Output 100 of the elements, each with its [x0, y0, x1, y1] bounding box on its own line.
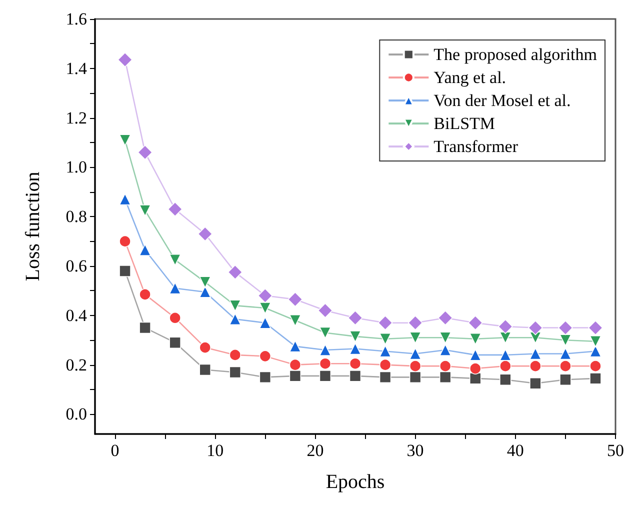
point	[349, 342, 362, 355]
point	[139, 322, 151, 334]
x-tick-label: 50	[607, 441, 624, 460]
point	[138, 144, 152, 160]
point	[119, 235, 131, 248]
point	[199, 276, 212, 288]
point	[228, 264, 243, 280]
point	[168, 202, 182, 217]
point	[139, 204, 151, 216]
point	[119, 265, 131, 277]
y-axis-title: Loss function	[22, 172, 44, 282]
legend-label: Yang et al.	[434, 68, 506, 87]
point	[119, 134, 131, 146]
point	[590, 360, 602, 372]
point	[169, 312, 181, 324]
point	[199, 286, 212, 298]
point	[469, 372, 482, 384]
point	[439, 344, 452, 356]
legend-label: The proposed algorithm	[434, 45, 598, 64]
point	[530, 360, 542, 372]
point	[259, 316, 272, 329]
point	[229, 349, 242, 361]
point	[558, 320, 573, 336]
point	[588, 320, 603, 336]
point	[469, 349, 482, 361]
point	[409, 371, 422, 384]
point	[118, 52, 132, 68]
point	[439, 360, 452, 372]
point	[229, 313, 242, 326]
point	[289, 370, 302, 382]
point	[499, 374, 512, 386]
point	[199, 342, 212, 354]
point	[198, 226, 213, 242]
point	[560, 348, 572, 360]
point	[469, 332, 482, 345]
point	[528, 320, 543, 336]
y-tick-label: 1.2	[66, 108, 87, 128]
point	[409, 348, 422, 360]
legend-label: Von der Mosel et al.	[434, 91, 571, 110]
point	[560, 374, 572, 386]
point	[169, 254, 181, 266]
point	[379, 371, 392, 384]
point	[530, 348, 542, 360]
point	[560, 334, 572, 346]
point	[319, 358, 332, 370]
point	[379, 345, 392, 358]
point	[319, 370, 332, 382]
point	[590, 335, 602, 348]
x-tick-label: 40	[506, 441, 524, 460]
y-tick-label: 0.8	[66, 207, 87, 226]
point	[349, 358, 362, 370]
point	[259, 371, 272, 384]
point	[409, 360, 422, 372]
point	[469, 362, 482, 374]
point	[379, 332, 392, 345]
point	[259, 350, 272, 362]
point	[289, 358, 302, 371]
point	[319, 344, 332, 356]
point	[438, 310, 453, 326]
point	[258, 288, 273, 304]
point	[119, 193, 131, 206]
point	[530, 377, 542, 390]
y-tick-label: 0.0	[66, 404, 87, 424]
x-tick-label: 20	[306, 441, 324, 460]
point	[590, 372, 602, 384]
y-tick-label: 0.2	[66, 355, 87, 374]
point	[349, 370, 362, 382]
point	[408, 315, 423, 330]
point	[169, 336, 181, 348]
y-tick-label: 1.4	[66, 58, 88, 78]
point	[409, 332, 422, 344]
x-tick-label: 10	[206, 441, 224, 460]
point	[229, 366, 242, 378]
point	[288, 292, 303, 307]
x-tick-label: 30	[406, 441, 424, 460]
y-tick-label: 1.0	[66, 158, 87, 177]
point	[439, 332, 452, 344]
legend-label: Transformer	[434, 137, 518, 156]
point	[139, 244, 151, 256]
point	[498, 319, 513, 334]
point	[139, 288, 151, 300]
x-axis-title: Epochs	[326, 471, 385, 493]
point	[500, 360, 512, 372]
point	[169, 282, 181, 294]
point	[378, 315, 393, 330]
y-tick-label: 1.6	[66, 10, 87, 28]
point	[289, 314, 302, 326]
x-tick-label: 0	[110, 441, 120, 460]
point	[439, 371, 452, 384]
point	[318, 303, 333, 318]
point	[560, 360, 572, 372]
point	[499, 349, 512, 361]
y-tick-label: 0.4	[66, 306, 88, 325]
point	[199, 364, 212, 376]
point	[349, 330, 362, 342]
point	[319, 326, 332, 339]
point	[499, 332, 512, 344]
legend-label: BiLSTM	[434, 114, 496, 133]
point	[348, 310, 363, 326]
point	[289, 340, 302, 352]
